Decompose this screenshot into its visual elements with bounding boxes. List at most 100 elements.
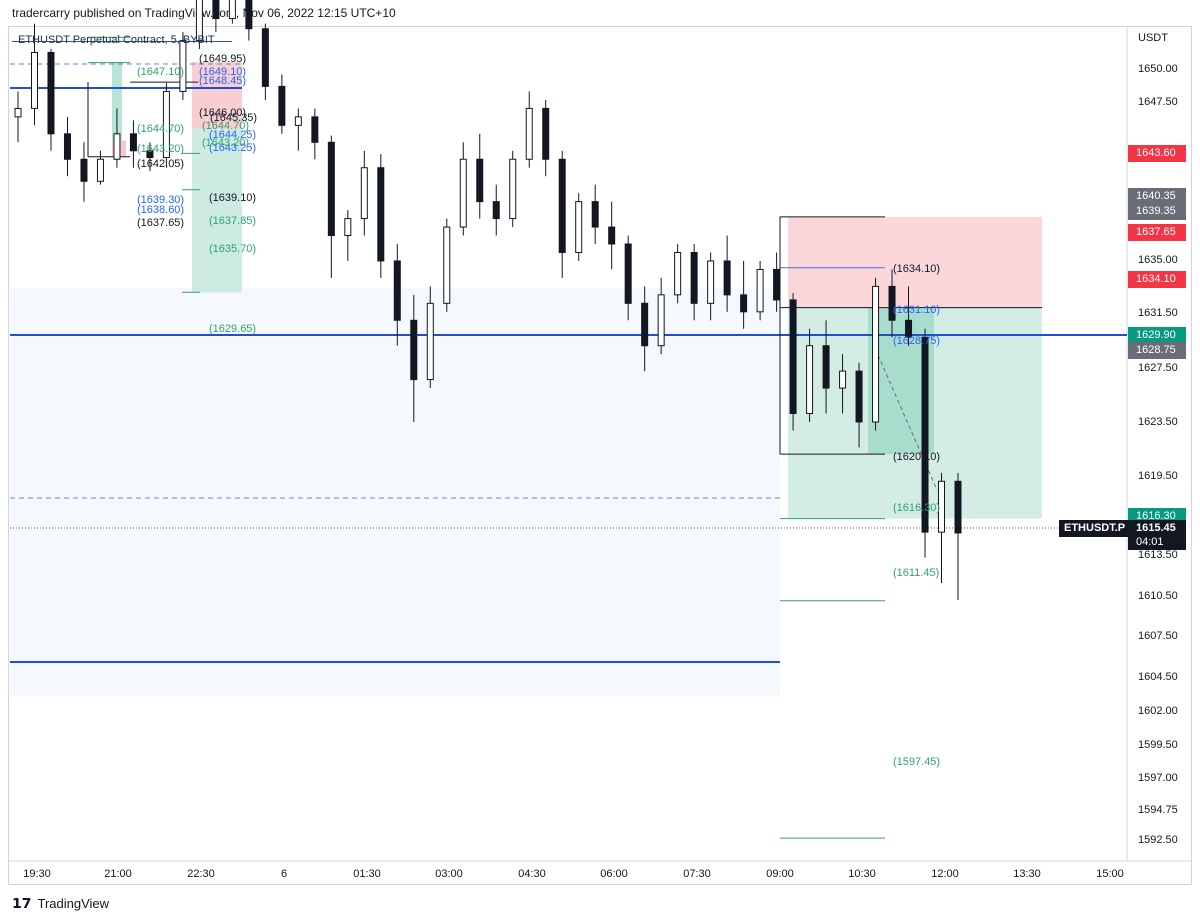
annotation-text: (1639.30) bbox=[137, 194, 184, 206]
time-axis-label: 03:00 bbox=[435, 868, 463, 880]
candle bbox=[789, 293, 797, 431]
candle bbox=[294, 108, 302, 151]
candle bbox=[806, 328, 814, 422]
candle bbox=[245, 0, 253, 41]
price-tag-1643-60: 1643.60 bbox=[1128, 145, 1186, 162]
candle-body bbox=[822, 345, 830, 389]
candle-body bbox=[228, 0, 236, 20]
annotation-text: (1637.65) bbox=[137, 217, 184, 229]
candle bbox=[575, 193, 583, 261]
candle bbox=[888, 269, 896, 338]
right-stop-zone bbox=[788, 216, 1042, 308]
annotation-text: (1643.20) bbox=[202, 137, 249, 149]
candle-body bbox=[756, 268, 764, 313]
symbol-underline bbox=[12, 41, 232, 42]
chart-frame bbox=[8, 26, 1192, 885]
annotation-text: (1649.95) bbox=[199, 53, 246, 65]
candle bbox=[261, 23, 269, 100]
candle-body bbox=[261, 28, 269, 87]
candle-body bbox=[410, 319, 418, 381]
candle bbox=[921, 328, 929, 558]
footer-brand: TradingView bbox=[37, 896, 110, 911]
candle bbox=[443, 218, 451, 312]
candle bbox=[723, 235, 731, 312]
candle-body bbox=[129, 133, 137, 152]
candle-body bbox=[509, 158, 517, 220]
candle bbox=[938, 472, 946, 584]
candle-body bbox=[146, 150, 154, 159]
annotation-text: (1611.45) bbox=[893, 567, 939, 579]
annotation-text: (1642.05) bbox=[137, 158, 184, 170]
candle bbox=[129, 120, 137, 168]
annotation-text: (1616.30) bbox=[893, 502, 940, 514]
time-axis-label: 19:30 bbox=[23, 868, 51, 880]
tradingview-logo-icon: 𝟭𝟳 bbox=[12, 895, 32, 911]
candle-body bbox=[294, 116, 302, 126]
price-tag-text: 1629.90 bbox=[1136, 329, 1176, 341]
price-tag-text: 1616.30 bbox=[1136, 510, 1176, 522]
annotation-text: (1646.00) bbox=[199, 107, 246, 119]
candle bbox=[707, 252, 715, 321]
candle bbox=[377, 154, 385, 278]
candle-body bbox=[888, 285, 896, 321]
candle-body bbox=[789, 299, 797, 415]
candle bbox=[525, 91, 533, 168]
candle-body bbox=[954, 480, 962, 534]
left-short-stop-zone bbox=[192, 61, 242, 129]
candle-body bbox=[278, 85, 286, 126]
candle bbox=[558, 150, 566, 278]
candle-body bbox=[63, 133, 71, 160]
price-tag-1628-75: 1628.75 bbox=[1128, 342, 1186, 359]
annotation-text: (1648.45) bbox=[199, 75, 246, 87]
annotation-text: (1644.70) bbox=[137, 123, 184, 135]
annotation-text: (1628.75) bbox=[893, 335, 940, 347]
candle-body bbox=[773, 268, 781, 301]
annotation-text: (1629.65) bbox=[209, 323, 256, 335]
price-tag-last: 1615.45 04:01 bbox=[1128, 520, 1186, 550]
candle bbox=[14, 91, 22, 143]
candle-body bbox=[245, 0, 253, 30]
price-axis-tick: 1613.50 bbox=[1138, 549, 1178, 561]
candle-body bbox=[905, 319, 913, 338]
time-axis-label: 12:00 bbox=[931, 868, 959, 880]
candle bbox=[195, 0, 203, 50]
annotation-text: (1597.45) bbox=[893, 756, 940, 768]
currency-label: USDT bbox=[1138, 32, 1168, 44]
candle bbox=[608, 201, 616, 270]
candle bbox=[756, 260, 764, 321]
left-short-target-zone bbox=[192, 128, 242, 293]
candle-body bbox=[393, 260, 401, 321]
range-zone bbox=[10, 288, 780, 697]
candle bbox=[30, 23, 38, 126]
candle-body bbox=[212, 0, 220, 20]
price-tag-1639-35: 1639.35 bbox=[1128, 203, 1186, 220]
candle-body bbox=[723, 260, 731, 296]
price-tag-1634-10: 1634.10 bbox=[1128, 271, 1186, 288]
price-axis-tick: 1627.50 bbox=[1138, 362, 1178, 374]
annotation-text: (1637.85) bbox=[209, 215, 256, 227]
candle bbox=[228, 0, 236, 24]
time-axis-label: 09:00 bbox=[766, 868, 794, 880]
candle-body bbox=[30, 51, 38, 109]
price-axis-tick: 1602.00 bbox=[1138, 705, 1178, 717]
candle bbox=[624, 235, 632, 321]
price-axis-tick: 1647.50 bbox=[1138, 96, 1178, 108]
candle-body bbox=[344, 218, 352, 237]
time-axis-label: 06:00 bbox=[600, 868, 628, 880]
candle bbox=[839, 354, 847, 414]
time-axis-label: 21:00 bbox=[104, 868, 132, 880]
candle bbox=[311, 108, 319, 160]
annotation-text: (1645.35) bbox=[210, 112, 257, 124]
candle bbox=[822, 320, 830, 414]
annotation-text: (1643.25) bbox=[209, 142, 256, 154]
candle-body bbox=[179, 40, 187, 92]
annotation-text: (1639.10) bbox=[209, 192, 256, 204]
price-tag-1629-90: 1629.90 bbox=[1128, 327, 1186, 344]
candle-body bbox=[525, 107, 533, 160]
price-axis-tick: 1604.50 bbox=[1138, 671, 1178, 683]
price-axis-tick: 1623.50 bbox=[1138, 416, 1178, 428]
bar-countdown-text: 04:01 bbox=[1136, 536, 1164, 548]
candle bbox=[657, 277, 665, 355]
candle-body bbox=[575, 201, 583, 253]
